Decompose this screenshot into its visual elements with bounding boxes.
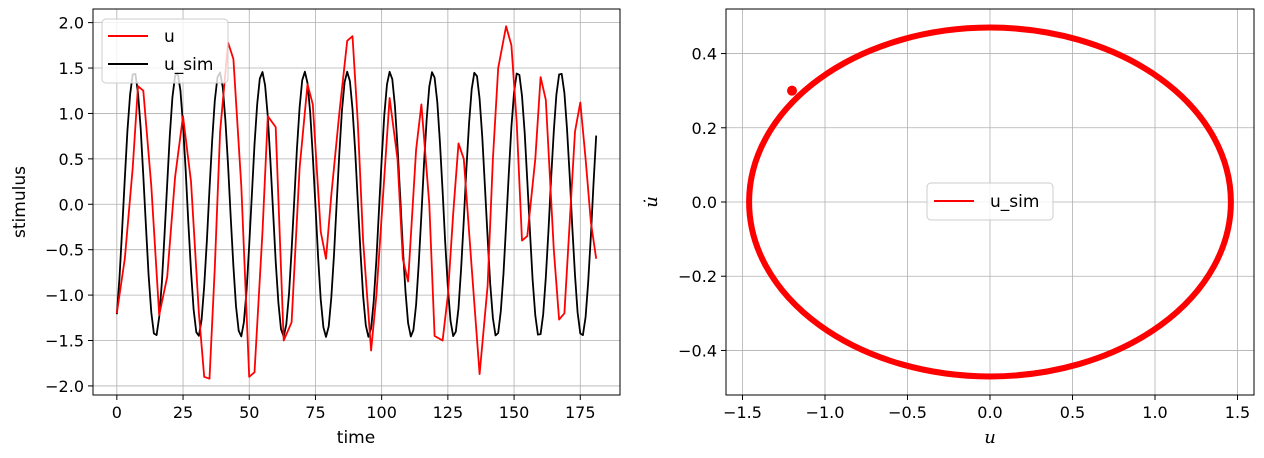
y-tick-label: 0.4 [692,45,717,64]
left-axes-frame [92,8,621,396]
y-tick-label: 0.0 [59,195,84,214]
y-tick-label: −0.5 [45,241,84,260]
right-ticks: −1.5 −1.0 −0.5 0.0 0.5 1.0 1.5 −0.4 −0.2 0.0 0.2 0.… [678,45,1250,422]
left-xlabel: time [337,428,375,448]
x-tick-label: 150 [499,403,530,422]
x-tick-label: 50 [239,403,259,422]
y-tick-label: 0.2 [692,119,717,138]
right-xlabel: u [984,427,996,448]
left-plot-area [115,25,598,380]
x-tick-label: 1.0 [1142,403,1167,422]
left-axes: 0 25 50 75 100 125 150 175 −2.0 −1.5 −1.0 −0.5 0.0 0.… [10,8,621,448]
series-u-sim-line [115,70,598,338]
right-legend: u_sim [926,182,1054,221]
x-tick-label: 0 [112,403,122,422]
y-tick-label: −1.0 [45,286,84,305]
y-tick-label: −0.4 [678,341,717,360]
x-tick-label: 75 [305,403,325,422]
y-tick-label: 1.5 [59,59,84,78]
phase-trajectory [746,24,1234,380]
x-tick-label: −1.0 [806,403,845,422]
x-tick-label: 0.0 [977,403,1002,422]
legend-u-label: u [164,27,175,47]
x-tick-label: 175 [565,403,596,422]
legend-u-sim-label: u_sim [164,55,213,75]
y-tick-label: 1.0 [59,104,84,123]
y-tick-label: 0.0 [692,193,717,212]
left-ylabel: stimulus [10,166,30,238]
left-legend: u u_sim [101,18,229,84]
trajectory-start-point [787,85,797,96]
right-axes: −1.5 −1.0 −0.5 0.0 0.5 1.0 1.5 −0.4 −0.2 0.0 0.2 0.… [641,8,1255,448]
y-tick-label: −2.0 [45,377,84,396]
x-tick-label: 1.5 [1225,403,1250,422]
left-ticks: 0 25 50 75 100 125 150 175 −2.0 −1.5 −1.0 −0.5 0.0 0.… [45,14,595,422]
right-legend-u-sim-label: u_sim [990,192,1039,212]
x-tick-label: 125 [433,403,464,422]
x-tick-label: 100 [366,403,397,422]
series-u-line [115,25,598,380]
x-tick-label: 25 [173,403,193,422]
right-legend-box [926,182,1054,221]
y-tick-label: 2.0 [59,14,84,33]
x-tick-label: 0.5 [1060,403,1085,422]
x-tick-label: −0.5 [888,403,927,422]
y-tick-label: −1.5 [45,332,84,351]
x-tick-label: −1.5 [723,403,762,422]
right-plot-area [746,24,1234,380]
y-tick-label: −0.2 [678,267,717,286]
right-ylabel: u̇ [641,196,662,208]
y-tick-label: 0.5 [59,150,84,169]
